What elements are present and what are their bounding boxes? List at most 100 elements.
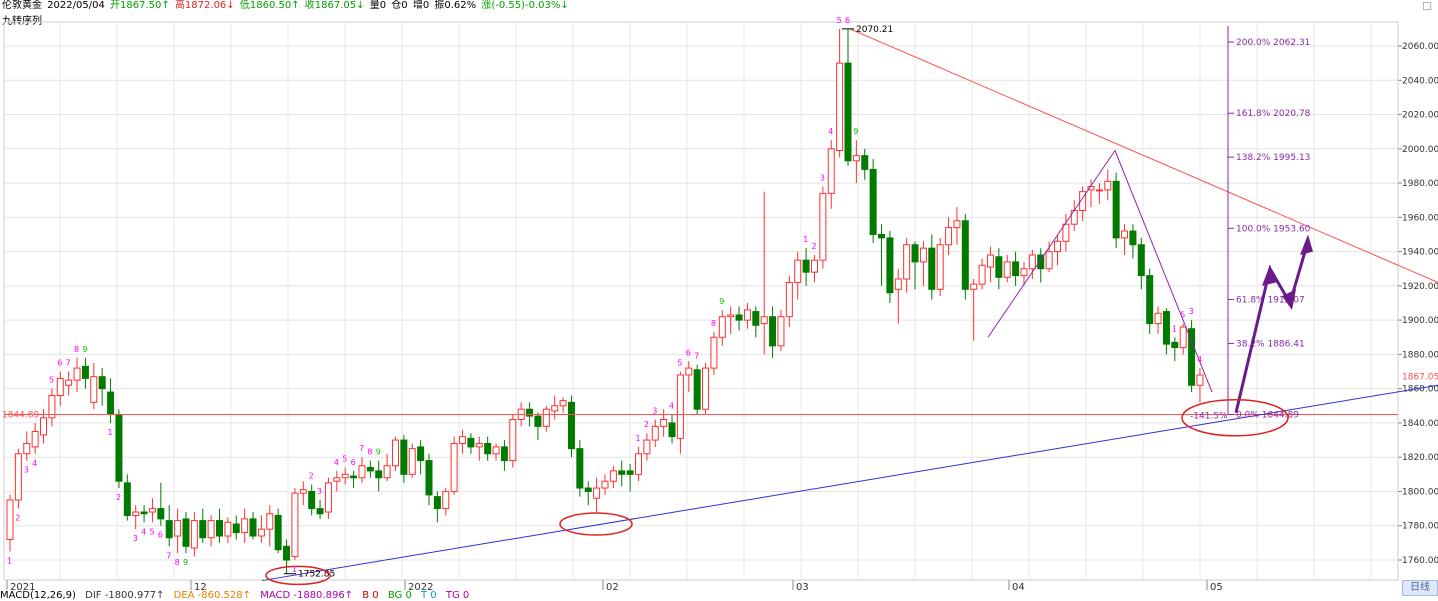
y-tick-label: 1820.00 — [1402, 453, 1438, 463]
dif-value: DIF -1800.977↑ — [85, 590, 165, 601]
candle-body — [1012, 261, 1020, 277]
plot-frame — [3, 21, 1399, 581]
candle-body — [299, 489, 307, 494]
candle-body — [148, 508, 156, 513]
candle-body — [861, 155, 869, 170]
candle-body — [693, 369, 701, 410]
td-sequence-label: 3 — [1189, 307, 1194, 316]
highlight-ellipse — [1181, 399, 1289, 437]
candle-body — [769, 316, 777, 347]
td-sequence-label: 2 — [811, 242, 816, 251]
candle-body — [190, 520, 198, 549]
candle-body — [400, 439, 408, 475]
candle-body — [1129, 230, 1137, 246]
candle-body — [274, 514, 282, 551]
x-tick-label: 02 — [606, 582, 619, 593]
candle-body — [685, 367, 693, 376]
td-sequence-label: 5 — [149, 527, 154, 536]
fibonacci-extension-label: -141.5% — [1190, 412, 1228, 422]
candle-body — [668, 422, 676, 438]
period-tab-daily[interactable]: 日线 — [1402, 580, 1438, 596]
td-sequence-label: 5 — [49, 376, 54, 385]
candle-body — [14, 453, 22, 501]
candle-body — [567, 401, 575, 450]
candle-body — [760, 316, 768, 325]
settings-icon[interactable]: ☐ — [1422, 0, 1432, 13]
candle-body — [383, 465, 391, 479]
td-sequence-label: 1 — [803, 235, 808, 244]
candle-body — [1095, 189, 1103, 192]
td-sequence-label: 5 — [342, 454, 347, 463]
candle-body — [509, 419, 517, 462]
candle-body — [819, 192, 827, 261]
fibonacci-level-label: 0.0% 1844.89 — [1236, 411, 1299, 421]
td-sequence-label: 5 — [837, 16, 842, 25]
x-tick-label: 04 — [1012, 582, 1025, 593]
td-sequence-label: 5 — [677, 359, 682, 368]
b-value: B 0 — [362, 590, 379, 601]
td-sequence-label: 4 — [669, 401, 674, 410]
candle-body — [433, 496, 441, 510]
candle-body — [375, 470, 383, 479]
candle-body — [366, 466, 374, 472]
candle-body — [1196, 374, 1204, 386]
td-sequence-label: 1 — [292, 565, 297, 574]
td-sequence-label: 2 — [116, 493, 121, 502]
candle-body — [777, 316, 785, 347]
candle-body — [727, 314, 735, 318]
candle-body — [702, 367, 710, 410]
candle-body — [341, 473, 349, 479]
open-interest: 仓0 — [391, 0, 408, 11]
current-price-label: 1867.05 — [1402, 373, 1438, 383]
td-sequence-label: 4 — [828, 127, 833, 136]
candle-body — [199, 520, 207, 539]
td-sequence-label: 8 — [175, 558, 180, 567]
candle-body — [6, 499, 14, 540]
candle-body — [266, 513, 274, 530]
increase: 增0 — [412, 0, 430, 11]
y-tick-label: 1860.00 — [1402, 385, 1438, 395]
candle-body — [442, 490, 450, 510]
td-sequence-label: 1 — [108, 428, 113, 437]
candle-body — [324, 482, 332, 513]
candle-body — [224, 521, 232, 537]
y-tick-label: 2040.00 — [1402, 76, 1438, 86]
candle-body — [735, 314, 743, 321]
y-tick-label: 1880.00 — [1402, 350, 1438, 360]
candle-body — [391, 439, 399, 467]
candle-body — [165, 520, 173, 539]
x-tick-label: 2022 — [408, 582, 433, 593]
support-trendline — [261, 384, 1438, 582]
candle-body — [886, 237, 894, 294]
y-tick-label: 1980.00 — [1402, 179, 1438, 189]
t-value: T 0 — [421, 590, 437, 601]
candle-body — [928, 247, 936, 290]
highlight-ellipse — [265, 565, 331, 586]
forecast-arrow-head — [1262, 264, 1276, 286]
y-tick-label: 1780.00 — [1402, 522, 1438, 532]
candle-body — [257, 528, 265, 537]
fibonacci-level-label: 38.2% 1886.41 — [1236, 339, 1305, 349]
td-sequence-label: 6 — [686, 348, 691, 357]
candle-body — [207, 520, 215, 539]
highlight-ellipse — [559, 512, 633, 536]
candle-body — [743, 309, 751, 321]
candle-body — [794, 259, 802, 283]
candle-body — [1146, 275, 1154, 325]
candle-body — [894, 278, 902, 290]
candle-body — [836, 62, 844, 152]
candle-body — [869, 168, 877, 235]
td-sequence-label: 6 — [351, 458, 356, 467]
wave-lines — [987, 149, 1213, 393]
candle-body — [584, 487, 592, 492]
candle-body — [534, 415, 542, 427]
dea-value: DEA -860.528↑ — [173, 590, 252, 601]
td-sequence-label: 3 — [133, 534, 138, 543]
candle-body — [283, 545, 291, 561]
candle-body — [961, 220, 969, 290]
y-tick-label: 2000.00 — [1402, 145, 1438, 155]
candle-body — [542, 408, 550, 427]
macd-label: MACD(12,26,9) — [0, 590, 76, 601]
candle-body — [953, 220, 961, 229]
